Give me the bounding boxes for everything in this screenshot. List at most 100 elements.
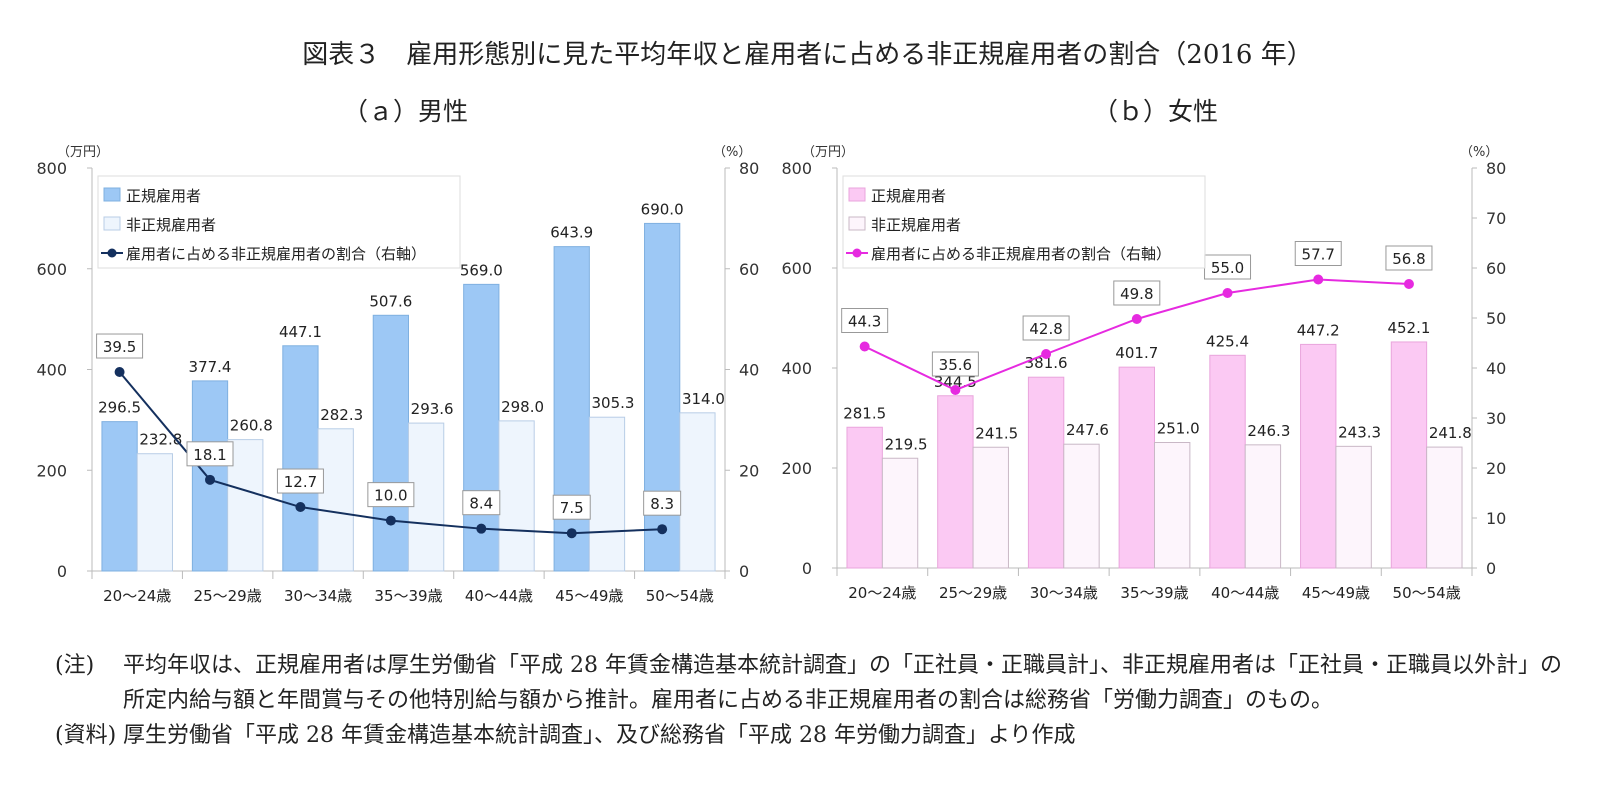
male-legend-label: 正規雇用者 bbox=[126, 187, 201, 205]
female-ratio-label-box bbox=[1294, 241, 1342, 266]
male-ratio-label-box bbox=[96, 333, 144, 359]
male-ratio-label: 39.5 bbox=[103, 338, 136, 356]
female-ratio-point bbox=[1403, 279, 1414, 289]
female-ratio-label-box bbox=[841, 308, 889, 333]
male-y-tick-label: 600 bbox=[36, 260, 67, 279]
female-x-tick-label: 25〜29歳 bbox=[939, 584, 1007, 602]
female-bar-label: 243.3 bbox=[1338, 423, 1381, 441]
female-ratio-point bbox=[859, 341, 870, 352]
male-bar-nonregular bbox=[498, 420, 535, 572]
female-bar-nonregular bbox=[1154, 442, 1191, 569]
female-ratio-point bbox=[1313, 274, 1324, 285]
female-ratio-label-box bbox=[1385, 245, 1433, 271]
female-y2-tick-label: 70 bbox=[1486, 209, 1506, 228]
female-x-tick-label: 50〜54歳 bbox=[1393, 584, 1461, 602]
male-bar-label: 377.4 bbox=[189, 358, 232, 376]
female-bar-label: 247.6 bbox=[1066, 421, 1109, 439]
male-ratio-label: 8.4 bbox=[469, 495, 493, 513]
male-x-tick-label: 20〜24歳 bbox=[103, 587, 171, 605]
female-ratio-label-box bbox=[1113, 280, 1161, 306]
female-y-tick-label: 600 bbox=[781, 259, 812, 278]
male-bar-label: 690.0 bbox=[641, 200, 684, 218]
male-ratio-label-box bbox=[186, 441, 234, 467]
female-bar-label: 452.1 bbox=[1387, 319, 1430, 337]
female-y2-tick-label: 80 bbox=[1486, 159, 1506, 178]
female-ratio-label: 56.8 bbox=[1392, 250, 1425, 268]
note-text: 平均年収は、正規雇用者は厚生労働省「平成 28 年賃金構造基本統計調査」の「正社… bbox=[123, 653, 1562, 713]
figure-title: 図表３ 雇用形態別に見た平均年収と雇用者に占める非正規雇用者の割合（2016 年… bbox=[302, 40, 1313, 70]
male-y-tick-label: 200 bbox=[36, 461, 67, 480]
male-bar-regular bbox=[463, 283, 500, 572]
male-x-tick-label: 30〜34歳 bbox=[284, 587, 352, 605]
panel-title-male: （ａ）男性 bbox=[343, 97, 469, 126]
female-ratio-label: 57.7 bbox=[1302, 246, 1335, 264]
note-label: (注) bbox=[55, 653, 95, 678]
female-y2-tick-label: 10 bbox=[1486, 509, 1506, 528]
female-bar-nonregular bbox=[881, 457, 919, 569]
male-bar-regular bbox=[553, 246, 590, 572]
male-ratio-point bbox=[657, 524, 668, 535]
female-bar-regular bbox=[1027, 376, 1065, 569]
male-bar-label: 447.1 bbox=[279, 323, 322, 341]
female-y-tick-label: 0 bbox=[802, 559, 812, 578]
male-ratio-label-box bbox=[276, 468, 324, 494]
male-y-tick-label: 0 bbox=[57, 562, 67, 581]
male-bar-label: 569.0 bbox=[460, 261, 503, 279]
source-label: (資料) bbox=[55, 723, 117, 748]
male-x-tick-label: 40〜44歳 bbox=[465, 587, 533, 605]
male-legend-swatch bbox=[103, 216, 121, 231]
male-y2-tick-label: 20 bbox=[739, 461, 759, 480]
female-y2-tick-label: 40 bbox=[1486, 359, 1506, 378]
female-ratio-point bbox=[1222, 288, 1233, 298]
female-ratio-label: 42.8 bbox=[1029, 320, 1062, 338]
female-x-tick-label: 40〜44歳 bbox=[1211, 584, 1279, 602]
male-bar-label: 282.3 bbox=[320, 406, 363, 424]
male-bar-label: 305.3 bbox=[592, 394, 635, 412]
source-row: (資料) 厚生労働省「平成 28 年賃金構造基本統計調査」、及び総務省「平成 2… bbox=[55, 718, 1575, 753]
female-y-tick-label: 800 bbox=[781, 159, 812, 178]
female-bar-nonregular bbox=[1063, 443, 1100, 569]
male-bar-nonregular bbox=[408, 422, 445, 572]
female-ratio-point bbox=[1041, 349, 1052, 359]
male-bar-regular bbox=[644, 222, 681, 572]
male-ratio-label-box bbox=[643, 490, 682, 516]
male-y2-tick-label: 80 bbox=[739, 159, 759, 178]
male-bar-label: 643.9 bbox=[550, 224, 593, 242]
female-bar-nonregular bbox=[1244, 444, 1282, 569]
male-ratio-label-box bbox=[552, 494, 591, 520]
female-bar-label: 241.8 bbox=[1429, 424, 1472, 442]
female-y-tick-label: 400 bbox=[781, 359, 812, 378]
male-bar-label: 293.6 bbox=[411, 400, 454, 418]
female-ratio-label-box bbox=[1204, 254, 1252, 280]
female-bar-regular bbox=[1300, 343, 1337, 569]
female-bar-label: 447.2 bbox=[1297, 321, 1340, 339]
female-x-tick-label: 35〜39歳 bbox=[1120, 584, 1188, 602]
female-ratio-label: 35.6 bbox=[939, 356, 972, 374]
female-bar-regular bbox=[1390, 341, 1428, 569]
male-bar-nonregular bbox=[227, 439, 264, 572]
female-bar-regular bbox=[1118, 366, 1156, 569]
female-x-tick-label: 30〜34歳 bbox=[1030, 584, 1098, 602]
female-y2-tick-label: 20 bbox=[1486, 459, 1506, 478]
male-ratio-label: 18.1 bbox=[193, 446, 226, 464]
female-ratio-point bbox=[950, 385, 961, 395]
male-ratio-point bbox=[295, 502, 306, 513]
male-bar-nonregular bbox=[679, 412, 716, 572]
female-ratio-label: 55.0 bbox=[1211, 259, 1244, 277]
male-ratio-label-box bbox=[462, 490, 501, 516]
female-bar-nonregular bbox=[1426, 446, 1463, 569]
male-bar-label: 314.0 bbox=[682, 390, 725, 408]
panel-title-female: （ｂ）女性 bbox=[1093, 97, 1219, 126]
male-left-axis-unit: （万円） bbox=[57, 145, 109, 160]
female-legend-swatch bbox=[848, 187, 866, 202]
male-bar-nonregular bbox=[317, 428, 354, 572]
male-bar-nonregular bbox=[136, 453, 173, 572]
male-x-tick-label: 45〜49歳 bbox=[555, 587, 623, 605]
female-left-axis-unit: （万円） bbox=[802, 145, 854, 160]
male-ratio-point bbox=[566, 528, 577, 539]
notes-section: (注) 平均年収は、正規雇用者は厚生労働省「平成 28 年賃金構造基本統計調査」… bbox=[55, 648, 1575, 753]
female-x-tick-label: 45〜49歳 bbox=[1302, 584, 1370, 602]
female-bar-regular bbox=[937, 395, 974, 569]
note-row: (注) 平均年収は、正規雇用者は厚生労働省「平成 28 年賃金構造基本統計調査」… bbox=[55, 648, 1575, 718]
male-x-tick-label: 25〜29歳 bbox=[194, 587, 262, 605]
